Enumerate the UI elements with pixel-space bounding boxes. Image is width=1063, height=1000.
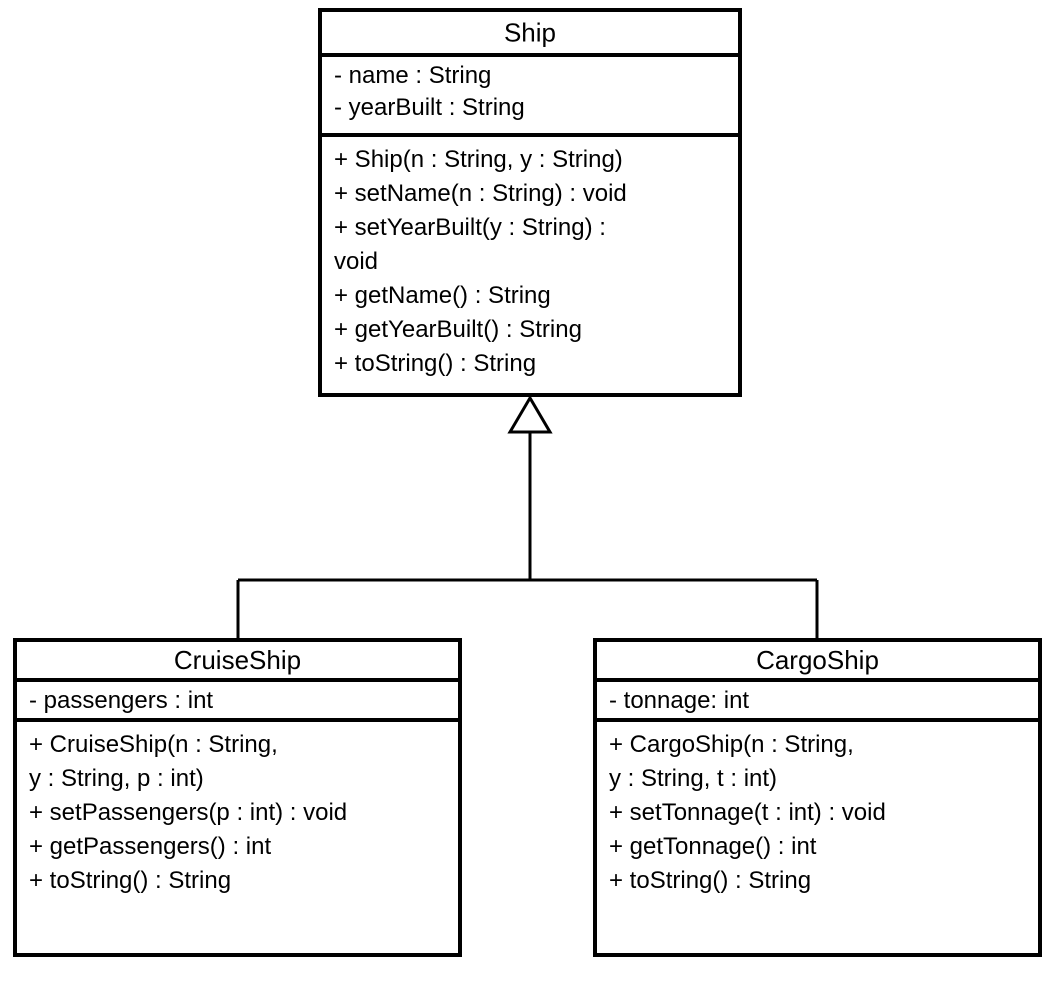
- uml-class-diagram: Ship - name : String - yearBuilt : String +…: [0, 0, 1063, 1000]
- cargo-title: CargoShip: [756, 645, 879, 675]
- ship-title: Ship: [504, 18, 556, 48]
- ship-method-2: + setYearBuilt(y : String) :: [334, 214, 606, 241]
- ship-method-1: + setName(n : String) : void: [334, 180, 627, 207]
- ship-attr-1: - yearBuilt : String: [334, 94, 525, 121]
- cargo-method-4: + toString() : String: [609, 867, 811, 894]
- cruise-method-0: + CruiseShip(n : String,: [29, 731, 278, 758]
- cargo-method-2: + setTonnage(t : int) : void: [609, 799, 886, 826]
- ship-method-3: void: [334, 248, 378, 275]
- ship-method-6: + toString() : String: [334, 350, 536, 377]
- cargo-method-1: y : String, t : int): [609, 765, 777, 792]
- cruise-method-4: + toString() : String: [29, 867, 231, 894]
- cruise-title: CruiseShip: [174, 645, 301, 675]
- ship-method-5: + getYearBuilt() : String: [334, 316, 582, 343]
- ship-attr-0: - name : String: [334, 62, 491, 89]
- ship-method-4: + getName() : String: [334, 282, 551, 309]
- inheritance-arrowhead: [510, 398, 550, 432]
- cruise-method-3: + getPassengers() : int: [29, 833, 271, 860]
- cruise-attr-0: - passengers : int: [29, 687, 213, 714]
- cruise-method-1: y : String, p : int): [29, 765, 204, 792]
- cargo-method-3: + getTonnage() : int: [609, 833, 817, 860]
- cargo-method-0: + CargoShip(n : String,: [609, 731, 854, 758]
- cruise-method-2: + setPassengers(p : int) : void: [29, 799, 347, 826]
- cargo-attr-0: - tonnage: int: [609, 687, 749, 714]
- ship-method-0: + Ship(n : String, y : String): [334, 146, 623, 173]
